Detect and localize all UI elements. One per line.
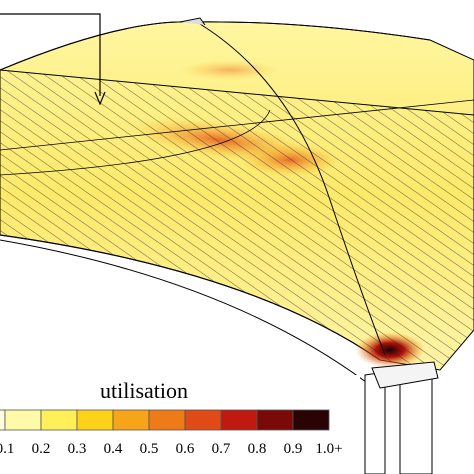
legend-label: 0.8 — [248, 441, 267, 457]
legend-swatch — [184, 409, 222, 431]
legend-swatch — [40, 409, 78, 431]
shell — [0, 17, 474, 386]
legend-swatch — [4, 409, 42, 431]
legend-swatch — [112, 409, 150, 431]
legend-swatch — [292, 409, 330, 431]
legend-label: 0.7 — [212, 441, 231, 457]
legend-label: 0.5 — [140, 441, 159, 457]
legend-title: utilisation — [100, 378, 188, 403]
legend-swatch — [148, 409, 186, 431]
support — [364, 361, 439, 474]
legend-label: 0.4 — [104, 441, 123, 457]
legend-label: 0.9 — [284, 441, 303, 457]
legend-label: 0.6 — [176, 441, 195, 457]
legend-swatch — [256, 409, 294, 431]
legend-swatch — [0, 409, 6, 431]
legend-label: 0.2 — [32, 441, 51, 457]
legend: 0.1 0.2 0.3 0.4 0.5 0.6 0.7 0.8 0.9 1.0+ — [0, 409, 343, 457]
arrow — [0, 13, 106, 106]
legend-label: 1.0+ — [315, 441, 342, 457]
legend-label: 0.3 — [68, 441, 87, 457]
legend-swatch — [220, 409, 258, 431]
legend-swatch — [76, 409, 114, 431]
legend-label: 0.1 — [0, 441, 14, 457]
